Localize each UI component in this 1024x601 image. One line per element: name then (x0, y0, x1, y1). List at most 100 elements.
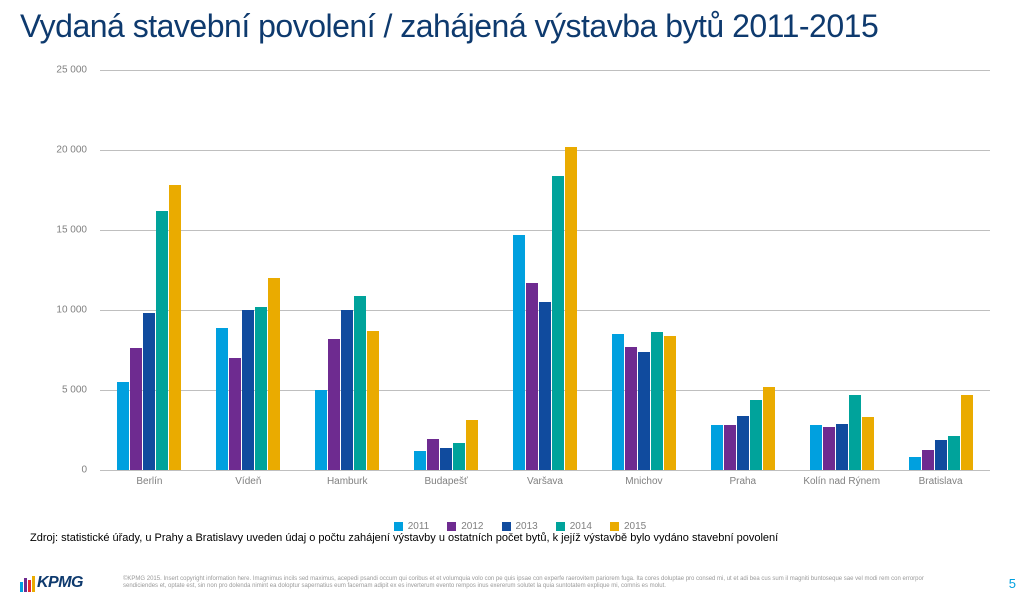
bar (268, 278, 280, 470)
legend-label: 2014 (570, 521, 592, 532)
bar (750, 400, 762, 470)
bar (453, 443, 465, 470)
x-tick-label: Vídeň (199, 470, 298, 487)
plot-area: BerlínVídeňHamburkBudapešťVaršavaMnichov… (100, 70, 990, 470)
bar (427, 439, 439, 470)
bar (909, 457, 921, 470)
bar (156, 211, 168, 470)
bar (922, 450, 934, 470)
bar (961, 395, 973, 470)
bar (651, 332, 663, 470)
bar (849, 395, 861, 470)
bar-cluster (513, 70, 577, 470)
bar (414, 451, 426, 470)
bar (539, 302, 551, 470)
category-group: Kolín nad Rýnem (792, 70, 891, 470)
bar-cluster (414, 70, 478, 470)
bar (862, 417, 874, 470)
footer: KPMG ©KPMG 2015. Insert copyright inform… (20, 569, 1004, 597)
bar (763, 387, 775, 470)
bar (737, 416, 749, 470)
bar (625, 347, 637, 470)
y-tick-label: 5 000 (62, 385, 87, 396)
y-tick-label: 0 (81, 465, 87, 476)
logo-bar (20, 582, 23, 592)
bar (810, 425, 822, 470)
bar (466, 420, 478, 470)
bar-groups: BerlínVídeňHamburkBudapešťVaršavaMnichov… (100, 70, 990, 470)
legend-swatch (447, 522, 456, 531)
y-tick-label: 20 000 (56, 145, 87, 156)
bar-cluster (315, 70, 379, 470)
category-group: Budapešť (397, 70, 496, 470)
legend: 2011 2012 2013 2014 2015 (40, 521, 1000, 532)
bar (328, 339, 340, 470)
copyright-text: ©KPMG 2015. Insert copyright information… (123, 576, 943, 590)
legend-label: 2015 (624, 521, 646, 532)
bar (169, 185, 181, 470)
legend-label: 2013 (516, 521, 538, 532)
kpmg-logo-text: KPMG (37, 574, 83, 592)
bar-chart: 05 00010 00015 00020 00025 000 BerlínVíd… (40, 70, 1000, 490)
x-tick-label: Budapešť (397, 470, 496, 487)
legend-swatch (556, 522, 565, 531)
x-tick-label: Mnichov (594, 470, 693, 487)
bar (367, 331, 379, 470)
x-tick-label: Berlín (100, 470, 199, 487)
bar (552, 176, 564, 470)
bar (711, 425, 723, 470)
bar (341, 310, 353, 470)
x-tick-label: Hamburk (298, 470, 397, 487)
bar (513, 235, 525, 470)
bar (836, 424, 848, 470)
page-number: 5 (1009, 576, 1016, 591)
kpmg-logo: KPMG (20, 574, 83, 592)
category-group: Bratislava (891, 70, 990, 470)
bar-cluster (117, 70, 181, 470)
bar (664, 336, 676, 470)
bar-cluster (612, 70, 676, 470)
category-group: Mnichov (594, 70, 693, 470)
bar (354, 296, 366, 470)
bar (143, 313, 155, 470)
legend-swatch (502, 522, 511, 531)
bar (315, 390, 327, 470)
legend-item: 2013 (502, 521, 538, 532)
x-tick-label: Praha (693, 470, 792, 487)
category-group: Varšava (496, 70, 595, 470)
bar (948, 436, 960, 470)
x-tick-label: Varšava (496, 470, 595, 487)
logo-bar (28, 580, 31, 592)
y-tick-label: 15 000 (56, 225, 87, 236)
kpmg-logo-bars (20, 574, 35, 592)
bar-cluster (810, 70, 874, 470)
legend-label: 2012 (461, 521, 483, 532)
y-tick-label: 10 000 (56, 305, 87, 316)
category-group: Berlín (100, 70, 199, 470)
bar (440, 448, 452, 470)
bar (935, 440, 947, 470)
bar (216, 328, 228, 470)
bar (565, 147, 577, 470)
bar (117, 382, 129, 470)
category-group: Vídeň (199, 70, 298, 470)
bar-cluster (909, 70, 973, 470)
bar-cluster (216, 70, 280, 470)
x-tick-label: Kolín nad Rýnem (792, 470, 891, 487)
logo-bar (32, 576, 35, 592)
bar-cluster (711, 70, 775, 470)
legend-item: 2012 (447, 521, 483, 532)
category-group: Hamburk (298, 70, 397, 470)
legend-item: 2011 (394, 521, 430, 532)
bar (130, 348, 142, 470)
bar (255, 307, 267, 470)
legend-swatch (610, 522, 619, 531)
y-tick-label: 25 000 (56, 65, 87, 76)
bar (638, 352, 650, 470)
category-group: Praha (693, 70, 792, 470)
legend-label: 2011 (408, 521, 430, 532)
page-title: Vydaná stavební povolení / zahájená výst… (20, 8, 878, 45)
bar (242, 310, 254, 470)
y-axis-labels: 05 00010 00015 00020 00025 000 (40, 70, 95, 470)
legend-item: 2015 (610, 521, 646, 532)
